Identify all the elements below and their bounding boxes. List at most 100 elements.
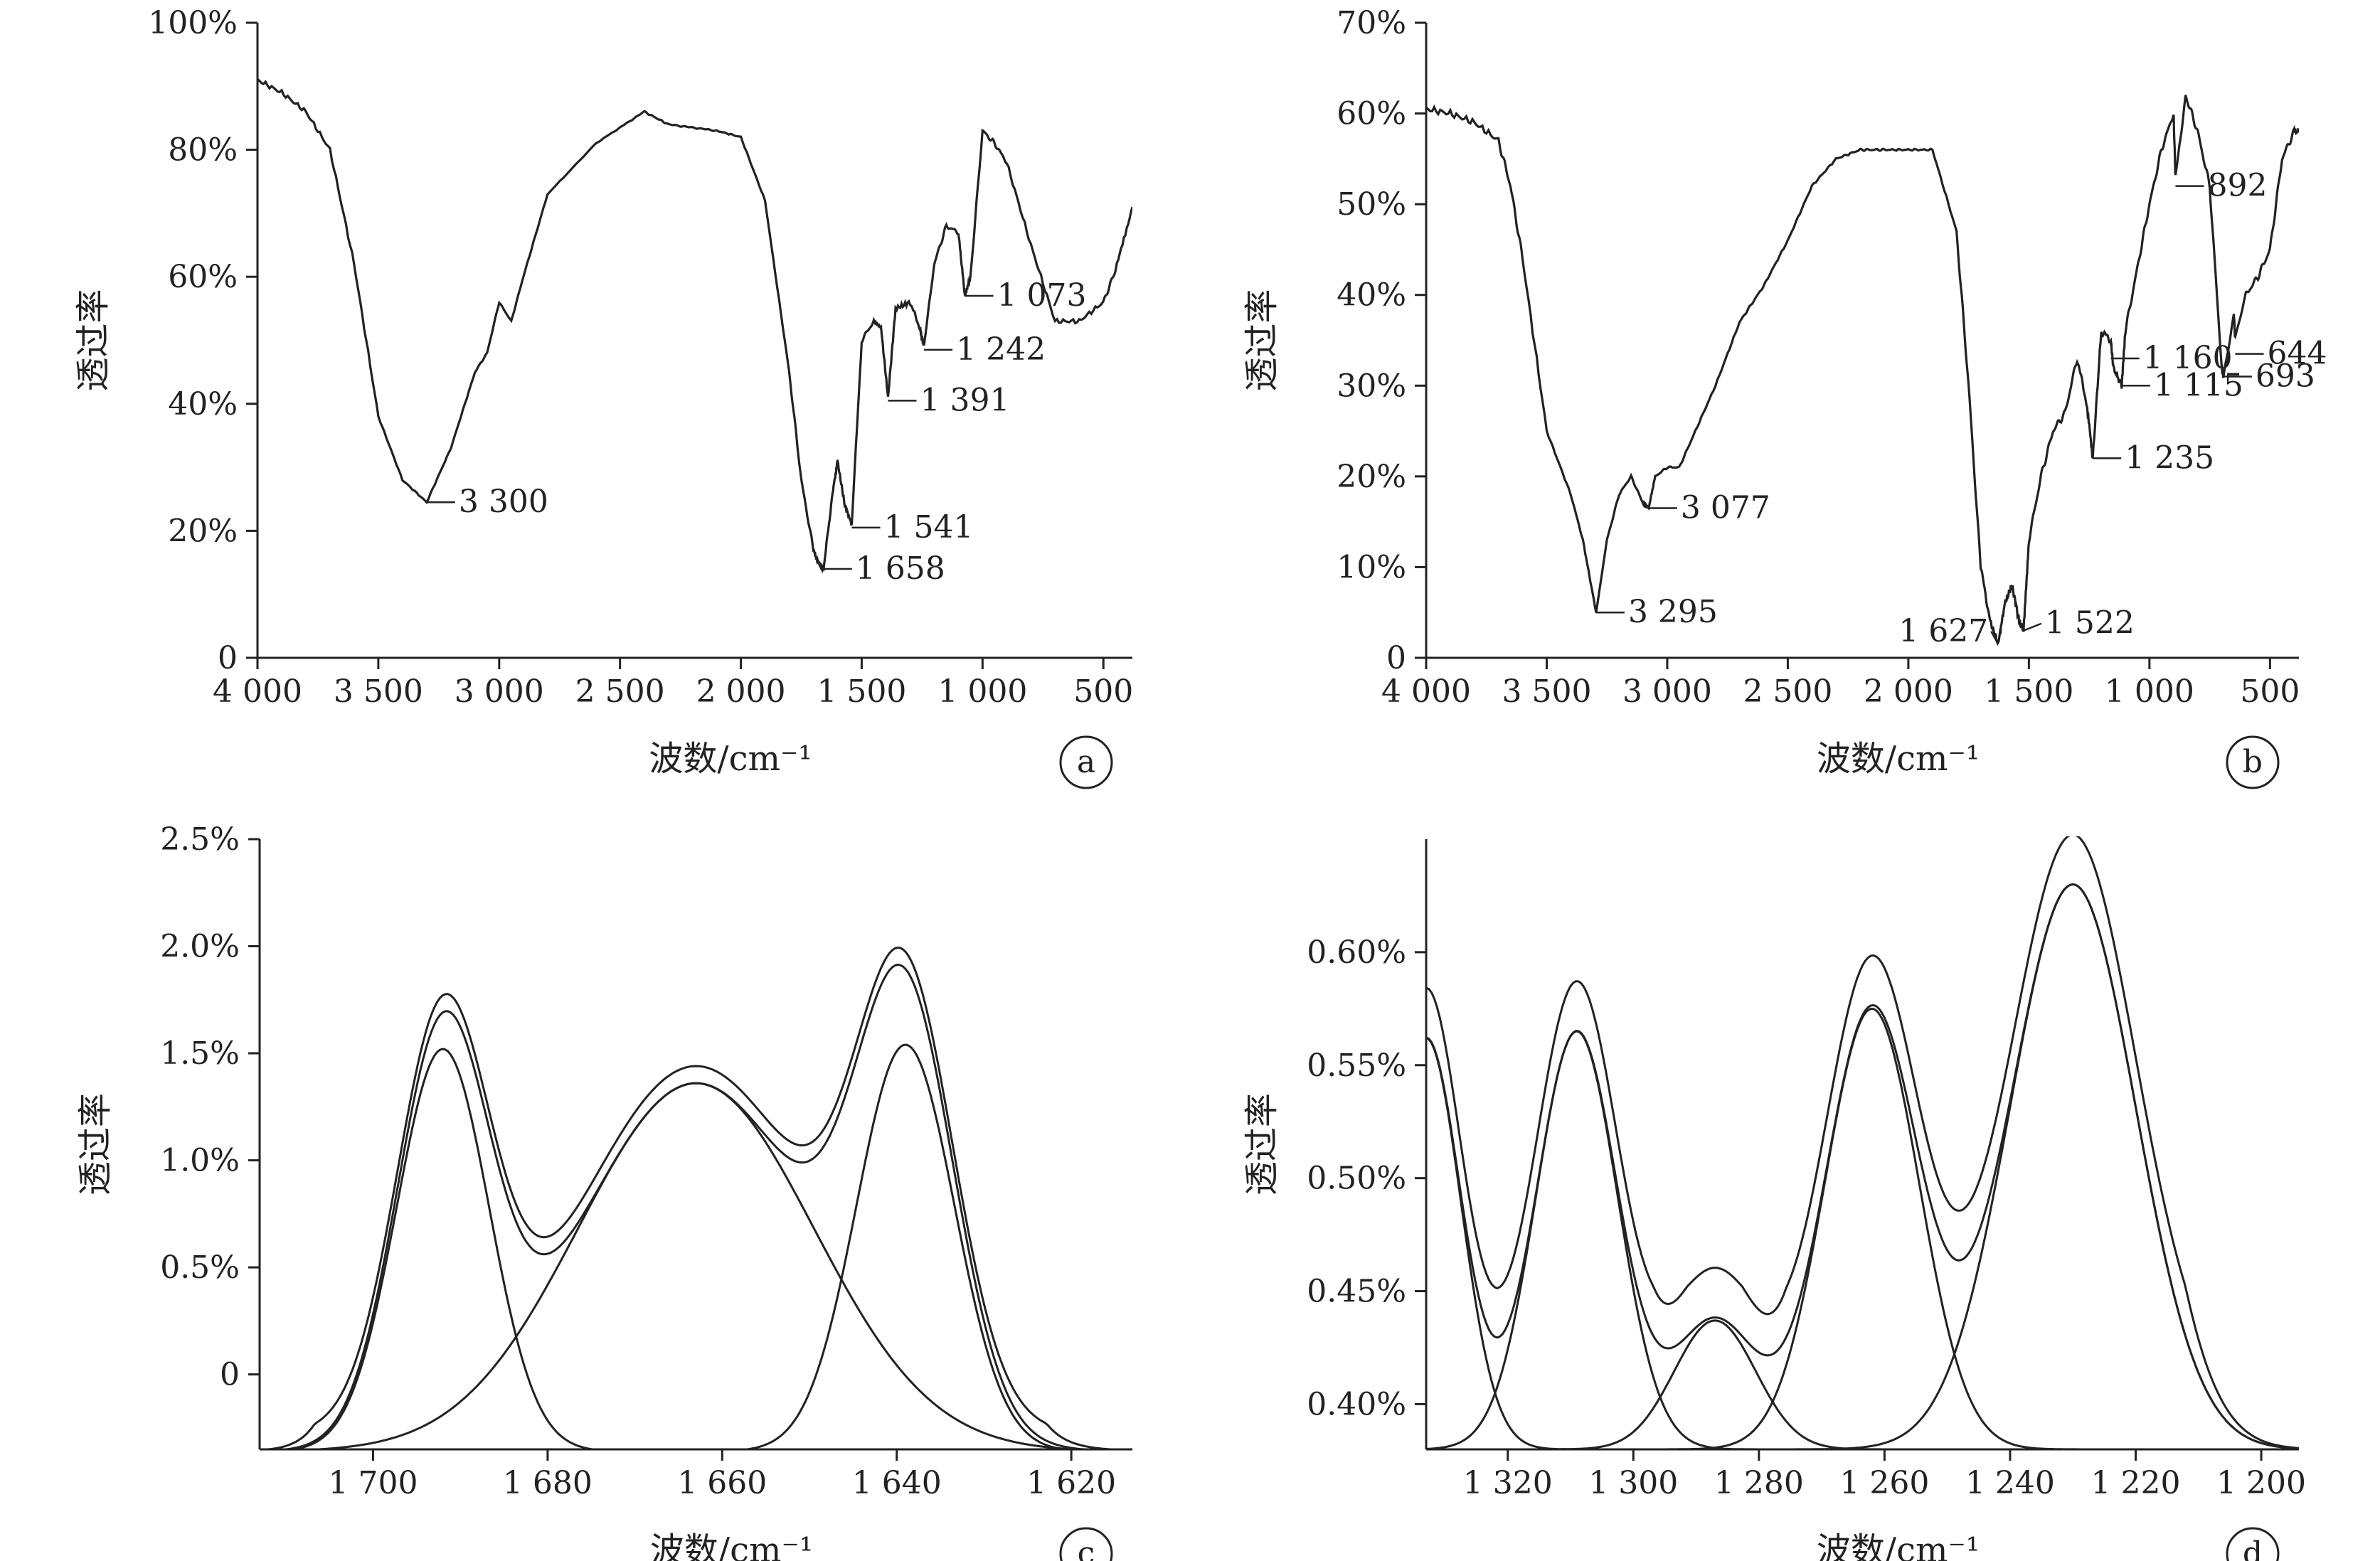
fitted-peak-curve: [1426, 1319, 2299, 1449]
y-tick-label: 2.5%: [160, 821, 240, 858]
x-tick-label: 2 000: [696, 673, 786, 710]
fitted-peak-curve: [1426, 1030, 2299, 1449]
peak-annotation: 1 391: [920, 382, 1009, 418]
fitted-peak-curve: [1426, 1037, 2299, 1449]
y-tick-label: 70%: [1337, 5, 1406, 41]
x-tick-label: 1 000: [937, 673, 1027, 710]
y-tick-label: 100%: [148, 5, 238, 41]
y-axis-label: 透过率: [1242, 289, 1282, 391]
x-tick-label: 1 320: [1463, 1465, 1553, 1501]
x-tick-label: 1 640: [852, 1465, 942, 1501]
peak-annotation: 3 300: [459, 484, 548, 520]
plot-area: [257, 78, 1132, 574]
chart-panel-d: 0.40% 0.45% 0.50% 0.55% 0.60% 1 320 1 300 1 280…: [1242, 836, 2306, 1561]
plot-area: [260, 946, 1132, 1449]
x-tick-label: 1 280: [1714, 1465, 1804, 1501]
peak-annotation: 693: [2256, 358, 2315, 395]
y-axis-label: 透过率: [75, 1093, 115, 1195]
fitted-peak-curve: [283, 1048, 602, 1449]
x-tick-label: 500: [1073, 673, 1133, 710]
y-tick-label: 60%: [1337, 96, 1406, 132]
x-tick-label: 1 500: [1984, 673, 2073, 710]
x-tick-label: 1 300: [1588, 1465, 1678, 1501]
y-tick-label: 0.55%: [1307, 1048, 1406, 1084]
peak-annotation: 644: [2268, 336, 2327, 372]
x-tick-label: 1 620: [1026, 1465, 1116, 1501]
x-tick-label: 1 200: [2216, 1465, 2306, 1501]
x-axis-label: 波数/cm⁻¹: [650, 1530, 813, 1561]
panel-letter-circle: [2226, 1527, 2280, 1561]
x-tick-label: 2 500: [1743, 673, 1832, 710]
y-tick-label: 2.0%: [160, 929, 240, 965]
x-tick-label: 1 700: [329, 1465, 418, 1501]
y-tick-label: 0: [218, 640, 238, 676]
x-tick-label: 1 660: [677, 1465, 767, 1501]
panel-letter: b: [2243, 744, 2263, 780]
spectrum-line: [257, 78, 1132, 574]
peak-annotation: 1 242: [956, 331, 1046, 368]
y-tick-label: 50%: [1337, 186, 1406, 223]
x-tick-label: 1 240: [1965, 1465, 2055, 1501]
x-tick-label: 4 000: [213, 673, 302, 710]
plot-area: [1426, 95, 2299, 646]
x-tick-label: 1 680: [503, 1465, 593, 1501]
y-tick-label: 0.40%: [1307, 1386, 1406, 1422]
peak-annotation: 1 658: [856, 550, 945, 587]
chart-panel-b: 0 10% 20% 30% 40% 50% 60% 70% 4 000 3 500 3 000 2 5…: [1242, 5, 2327, 789]
peak-annotation: 1 115: [2154, 367, 2243, 403]
peak-annotation: 1 073: [997, 277, 1087, 314]
fitted-peak-curve: [1426, 883, 2299, 1449]
y-tick-label: 10%: [1337, 549, 1406, 585]
annotation-leader: [1990, 631, 1999, 645]
panel-letter: d: [2243, 1535, 2263, 1561]
panel-letter: a: [1077, 744, 1095, 780]
y-tick-label: 1.0%: [160, 1143, 240, 1179]
x-tick-label: 4 000: [1381, 673, 1471, 710]
x-tick-label: 1 000: [2105, 673, 2194, 710]
y-tick-label: 20%: [1337, 459, 1406, 495]
y-tick-label: 0.5%: [160, 1250, 240, 1286]
x-tick-label: 3 500: [334, 673, 423, 710]
y-tick-label: 0.60%: [1307, 934, 1406, 971]
x-axis-label: 波数/cm⁻¹: [1817, 1530, 1980, 1561]
panel-letter: c: [1078, 1535, 1095, 1561]
y-axis-label: 透过率: [73, 289, 113, 391]
envelope-curve-measured: [1426, 836, 2299, 1449]
y-tick-label: 1.5%: [160, 1035, 240, 1072]
panel-letter-circle: [1059, 735, 1113, 789]
x-tick-label: 1 500: [817, 673, 906, 710]
peak-annotation: 1 235: [2125, 439, 2214, 476]
x-tick-label: 500: [2240, 673, 2300, 710]
peak-annotation: 1 160: [2143, 340, 2233, 376]
x-tick-label: 3 000: [1622, 673, 1712, 710]
envelope-curve-sum: [1426, 883, 2299, 1449]
y-tick-label: 0: [1386, 640, 1406, 676]
x-tick-label: 2 500: [575, 673, 665, 710]
y-tick-label: 0.50%: [1307, 1161, 1406, 1197]
peak-annotation: 1 627: [1898, 613, 1988, 649]
annotation-leader: [2023, 622, 2042, 632]
panel-letter-circle: [2226, 735, 2280, 789]
x-axis-label: 波数/cm⁻¹: [649, 739, 812, 779]
plot-area: [1426, 836, 2299, 1449]
peak-annotation: 3 295: [1628, 594, 1718, 630]
x-tick-label: 1 220: [2091, 1465, 2181, 1501]
x-tick-label: 1 260: [1839, 1465, 1929, 1501]
x-axis-label: 波数/cm⁻¹: [1817, 739, 1980, 779]
x-tick-label: 3 000: [455, 673, 544, 710]
y-tick-label: 0.45%: [1307, 1274, 1406, 1310]
x-tick-label: 3 500: [1502, 673, 1591, 710]
x-tick-label: 2 000: [1864, 673, 1953, 710]
y-tick-label: 40%: [1337, 277, 1406, 314]
peak-annotation: 1 522: [2045, 605, 2135, 641]
peak-annotation: 3 077: [1681, 490, 1770, 526]
y-tick-label: 20%: [168, 513, 238, 549]
y-tick-label: 60%: [168, 259, 238, 295]
y-tick-label: 0: [220, 1357, 240, 1393]
spectrum-line: [1426, 95, 2299, 646]
y-tick-label: 80%: [168, 132, 238, 169]
fitted-peak-curve: [292, 1082, 1100, 1449]
y-axis-label: 透过率: [1242, 1093, 1282, 1195]
y-tick-label: 40%: [168, 386, 238, 422]
